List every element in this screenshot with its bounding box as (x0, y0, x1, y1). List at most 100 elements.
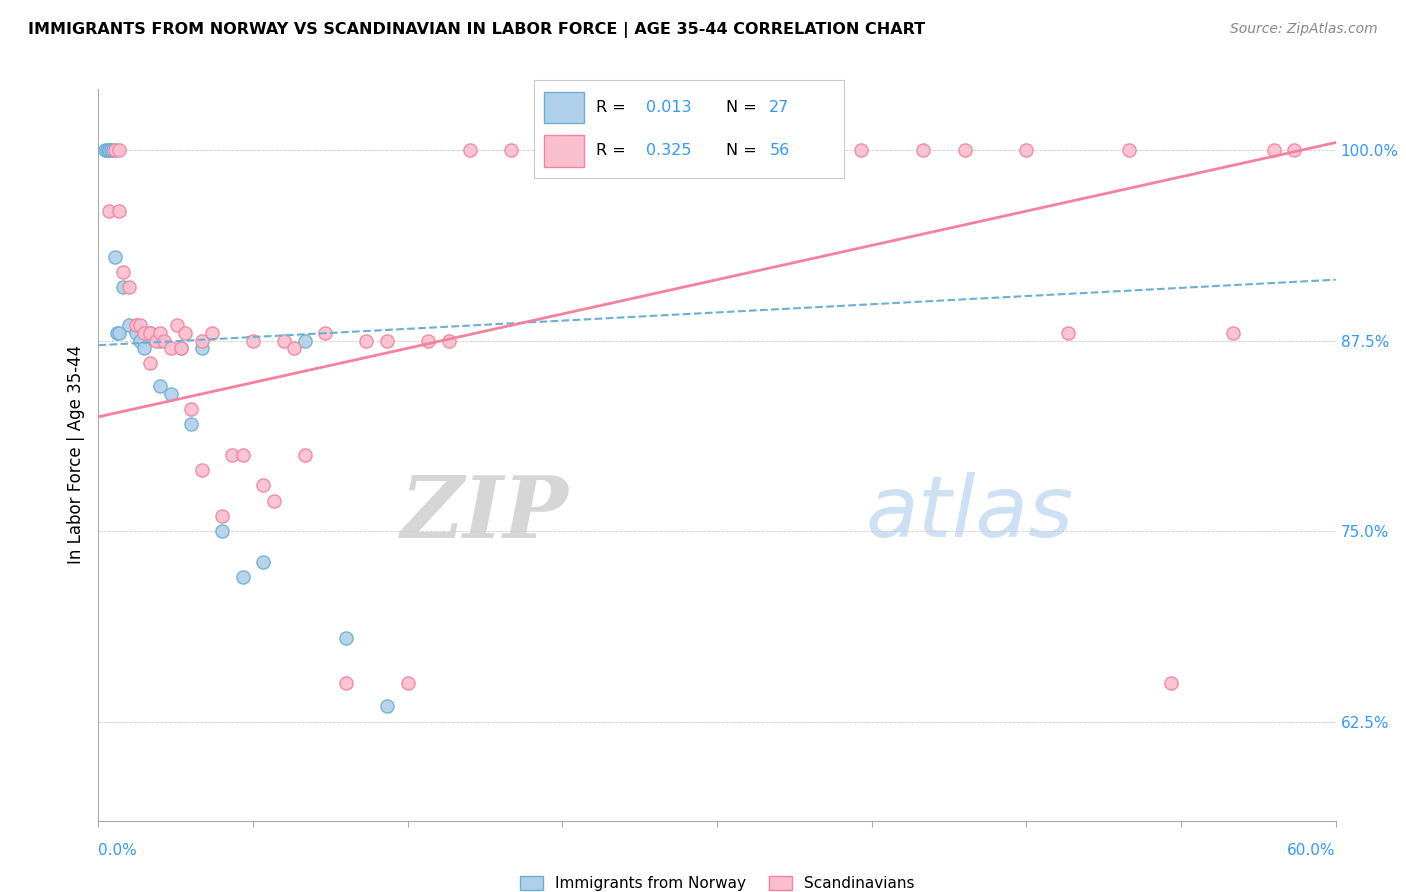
Point (808, 143, 831, 157)
Point (97, 143, 120, 157)
Point (112, 280, 135, 294)
Text: N =: N = (725, 144, 762, 159)
Point (541, 143, 564, 157)
Point (1263, 143, 1285, 157)
Legend: Immigrants from Norway, Scandinavians: Immigrants from Norway, Scandinavians (513, 870, 921, 892)
Point (139, 326, 162, 340)
Point (242, 334, 264, 348)
Point (170, 341, 193, 355)
Point (149, 334, 172, 348)
Point (104, 143, 127, 157)
Text: ZIP: ZIP (401, 472, 568, 555)
Point (132, 341, 155, 355)
Text: 27: 27 (769, 100, 790, 115)
Text: N =: N = (725, 100, 762, 115)
Point (180, 417, 202, 432)
Text: 0.325: 0.325 (645, 144, 692, 159)
Point (335, 631, 357, 645)
Point (603, 143, 626, 157)
Point (211, 508, 233, 523)
Point (153, 334, 176, 348)
Point (93, 143, 115, 157)
Text: 0.013: 0.013 (645, 100, 692, 115)
Point (96, 143, 118, 157)
Point (851, 143, 873, 157)
Point (953, 143, 976, 157)
Point (211, 524, 233, 538)
FancyBboxPatch shape (544, 136, 583, 167)
Point (706, 143, 728, 157)
Point (747, 143, 769, 157)
Point (104, 250, 127, 264)
Point (97, 204, 120, 219)
Point (100, 143, 122, 157)
Point (375, 334, 398, 348)
Point (118, 318, 141, 333)
Point (139, 356, 162, 371)
Point (112, 265, 135, 279)
Point (314, 326, 336, 340)
Text: 0.0%: 0.0% (98, 843, 138, 858)
Point (252, 555, 274, 569)
Point (139, 326, 162, 340)
Point (283, 341, 305, 355)
Point (124, 318, 146, 333)
Point (108, 143, 131, 157)
Point (1222, 326, 1244, 340)
Point (128, 334, 150, 348)
Point (97, 143, 120, 157)
Text: IMMIGRANTS FROM NORWAY VS SCANDINAVIAN IN LABOR FORCE | AGE 35-44 CORRELATION CH: IMMIGRANTS FROM NORWAY VS SCANDINAVIAN I… (28, 22, 925, 38)
Point (396, 676, 419, 690)
Point (499, 143, 522, 157)
Point (1056, 326, 1078, 340)
Point (101, 143, 124, 157)
Point (335, 676, 357, 690)
Point (166, 318, 188, 333)
Point (190, 334, 212, 348)
Point (294, 448, 316, 462)
Point (174, 326, 197, 340)
Point (108, 326, 131, 340)
Point (149, 379, 172, 393)
Text: R =: R = (596, 144, 631, 159)
Point (170, 341, 193, 355)
Point (1015, 143, 1038, 157)
Point (190, 341, 212, 355)
Point (190, 463, 212, 477)
Point (644, 143, 666, 157)
Point (294, 334, 316, 348)
Point (159, 387, 181, 401)
Point (252, 478, 274, 492)
Point (221, 448, 243, 462)
Point (418, 334, 440, 348)
Point (375, 699, 398, 714)
Point (201, 326, 224, 340)
Point (232, 448, 254, 462)
Point (912, 143, 935, 157)
Point (263, 493, 285, 508)
Text: 56: 56 (769, 144, 790, 159)
Point (132, 326, 155, 340)
Point (232, 570, 254, 584)
Point (159, 341, 181, 355)
Point (145, 334, 167, 348)
Point (149, 326, 172, 340)
Point (1284, 143, 1306, 157)
Y-axis label: In Labor Force | Age 35-44: In Labor Force | Age 35-44 (66, 345, 84, 565)
Point (124, 326, 146, 340)
Text: R =: R = (596, 100, 631, 115)
Point (1118, 143, 1140, 157)
Text: atlas: atlas (866, 472, 1074, 555)
FancyBboxPatch shape (544, 92, 583, 123)
Text: 60.0%: 60.0% (1288, 843, 1336, 858)
Point (180, 402, 202, 417)
Point (1160, 676, 1182, 690)
Point (273, 334, 295, 348)
Point (118, 280, 141, 294)
Point (458, 143, 481, 157)
Text: Source: ZipAtlas.com: Source: ZipAtlas.com (1230, 22, 1378, 37)
Point (356, 334, 378, 348)
Point (128, 318, 150, 333)
Point (105, 326, 128, 340)
Point (108, 204, 131, 219)
